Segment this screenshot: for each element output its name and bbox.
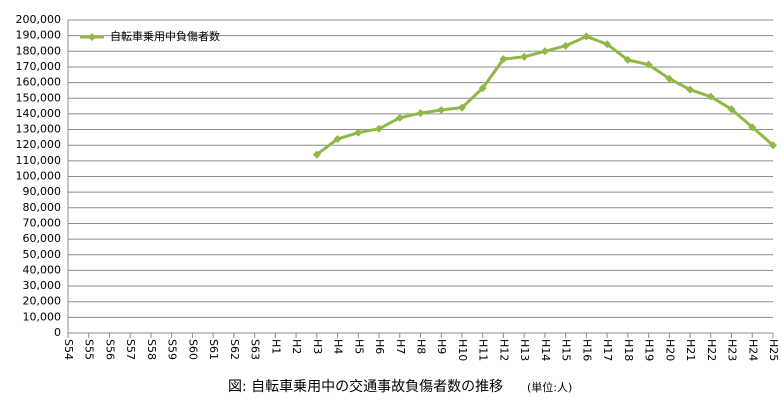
y-tick-label: 150,000 — [16, 91, 62, 104]
y-tick-label: 100,000 — [16, 170, 62, 183]
marker — [706, 92, 715, 101]
y-tick-label: 80,000 — [23, 201, 62, 214]
x-tick-label: H16 — [580, 339, 593, 361]
y-tick-label: 10,000 — [23, 310, 62, 323]
x-tick-label: S58 — [145, 339, 158, 360]
x-tick-label: H10 — [456, 339, 469, 361]
y-tick-label: 40,000 — [23, 263, 62, 276]
marker — [520, 52, 529, 61]
y-tick-label: 130,000 — [16, 123, 62, 136]
marker — [665, 74, 674, 83]
marker — [603, 40, 612, 49]
marker — [354, 128, 363, 137]
x-tick-label: H12 — [497, 339, 510, 361]
x-tick-label: H1 — [269, 339, 282, 354]
x-tick-label: H19 — [643, 339, 656, 361]
marker — [457, 103, 466, 112]
marker — [499, 55, 508, 64]
x-tick-label: H15 — [560, 339, 573, 361]
y-tick-label: 170,000 — [16, 60, 62, 73]
marker — [644, 60, 653, 69]
x-tick-label: H5 — [352, 339, 365, 354]
x-tick-label: H17 — [601, 339, 614, 361]
marker — [478, 84, 487, 93]
marker — [727, 105, 736, 114]
x-tick-label: S54 — [62, 339, 75, 360]
x-tick-label: H7 — [394, 339, 407, 354]
x-tick-label: H23 — [726, 339, 739, 361]
x-tick-label: H11 — [477, 339, 490, 361]
x-tick-label: H14 — [539, 339, 552, 361]
marker — [561, 41, 570, 50]
marker — [437, 105, 446, 114]
legend-label: 自転車乗用中負傷者数 — [110, 29, 220, 43]
marker — [333, 134, 342, 143]
y-tick-label: 120,000 — [16, 138, 62, 151]
x-tick-label: S55 — [83, 339, 96, 360]
x-tick-label: H9 — [435, 339, 448, 354]
x-tick-label: H6 — [373, 339, 386, 354]
x-tick-label: S61 — [207, 339, 220, 360]
marker — [416, 109, 425, 118]
x-tick-label: S60 — [186, 339, 199, 360]
marker — [769, 141, 777, 150]
marker — [623, 55, 632, 64]
y-tick-label: 200,000 — [16, 13, 62, 26]
y-tick-label: 160,000 — [16, 76, 62, 89]
legend-marker — [88, 33, 96, 41]
y-tick-label: 60,000 — [23, 232, 62, 245]
y-tick-label: 70,000 — [23, 216, 62, 229]
marker — [375, 124, 384, 133]
x-tick-label: H24 — [746, 339, 759, 361]
marker — [686, 85, 695, 94]
x-tick-label: S63 — [249, 339, 262, 360]
x-tick-label: H4 — [332, 339, 345, 354]
y-tick-label: 0 — [54, 326, 61, 339]
y-tick-label: 140,000 — [16, 107, 62, 120]
x-tick-label: S62 — [228, 339, 241, 360]
x-tick-label: S57 — [124, 339, 137, 360]
y-tick-label: 110,000 — [16, 154, 62, 167]
marker — [748, 123, 757, 132]
x-tick-label: H2 — [290, 339, 303, 354]
marker — [395, 113, 404, 122]
x-tick-label: S56 — [103, 339, 116, 360]
x-tick-label: H25 — [767, 339, 780, 361]
marker — [582, 32, 591, 41]
y-tick-label: 90,000 — [23, 185, 62, 198]
y-tick-label: 20,000 — [23, 295, 62, 308]
y-tick-label: 180,000 — [16, 44, 62, 57]
caption: 図: 自転車乗用中の交通事故負傷者数の推移 — [228, 378, 503, 395]
x-tick-label: H18 — [622, 339, 635, 361]
marker — [312, 150, 321, 159]
x-tick-label: H3 — [311, 339, 324, 354]
marker — [540, 47, 549, 56]
y-tick-label: 50,000 — [23, 248, 62, 261]
x-tick-label: S59 — [166, 339, 179, 360]
y-tick-label: 190,000 — [16, 29, 62, 42]
x-tick-label: H20 — [663, 339, 676, 361]
x-tick-label: H13 — [518, 339, 531, 361]
x-tick-label: H21 — [684, 339, 697, 361]
y-tick-label: 30,000 — [23, 279, 62, 292]
x-tick-label: H22 — [705, 339, 718, 361]
x-tick-label: H8 — [415, 339, 428, 354]
caption-unit: (単位:人) — [527, 380, 572, 394]
